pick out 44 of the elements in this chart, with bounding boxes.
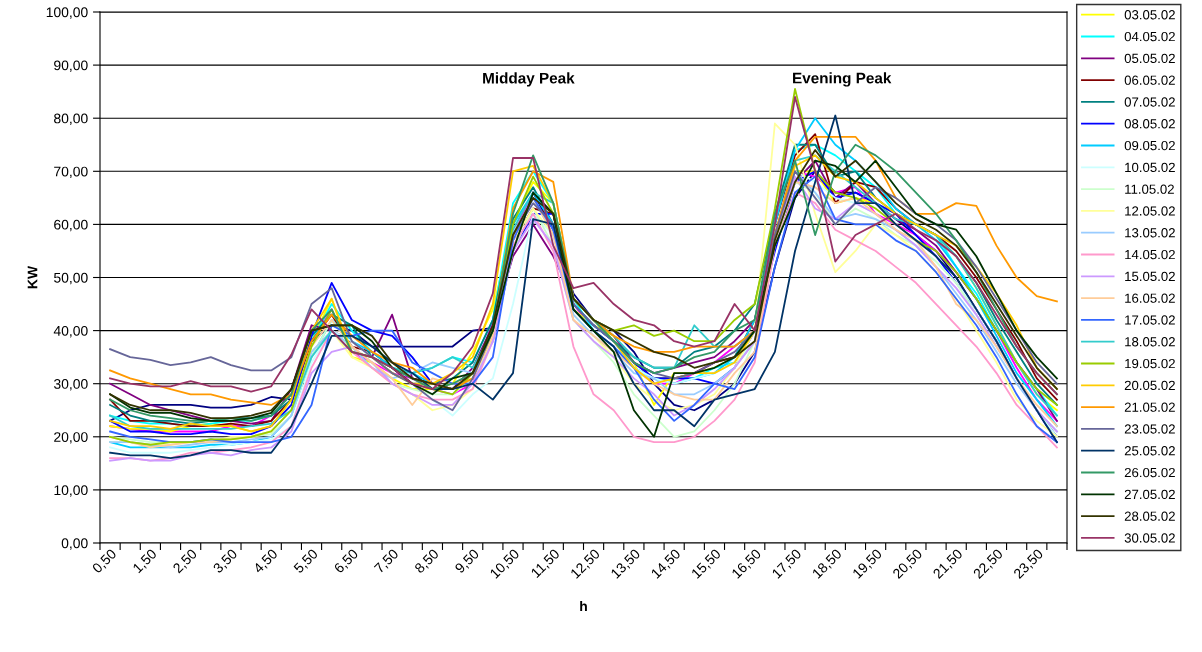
legend-label: 12.05.02 <box>1125 206 1175 216</box>
annotation: Evening Peak <box>793 72 892 87</box>
legend-label: 13.05.02 <box>1125 228 1175 238</box>
legend-label: 27.05.02 <box>1124 489 1175 500</box>
legend-label: 28.05.02 <box>1124 511 1175 521</box>
y-tick-label: 10,00 <box>54 485 88 497</box>
legend-label: 11.05.02 <box>1125 184 1174 194</box>
y-tick-label: 80,00 <box>54 113 88 126</box>
y-tick-label: 50,00 <box>54 272 88 285</box>
x-tick-label: 6,50 <box>333 548 360 575</box>
legend-label: 21.05.02 <box>1124 402 1175 412</box>
y-tick-label: 30,00 <box>53 379 88 391</box>
x-tick-label: 4,50 <box>252 548 280 575</box>
legend-label: 14.05.02 <box>1125 249 1175 260</box>
legend-label: 10.05.02 <box>1125 162 1175 173</box>
y-tick-label: 70,00 <box>54 166 88 179</box>
y-tick-label: 60,00 <box>54 219 88 232</box>
legend-label: 20.05.02 <box>1124 380 1175 391</box>
legend-label: 18.05.02 <box>1125 337 1175 347</box>
legend-label: 19.05.02 <box>1125 358 1175 369</box>
legend-label: 05.05.02 <box>1124 53 1175 64</box>
legend-label: 09.05.02 <box>1124 140 1175 151</box>
legend-label: 17.05.02 <box>1125 315 1175 325</box>
legend-label: 06.05.02 <box>1124 75 1175 85</box>
legend-label: 23.05.02 <box>1124 424 1175 434</box>
legend-label: 25.05.02 <box>1124 446 1175 456</box>
legend-label: 26.05.02 <box>1124 467 1175 478</box>
y-tick-label: 40,00 <box>53 325 88 338</box>
legend-label: 16.05.02 <box>1125 293 1175 303</box>
x-tick-label: 7,50 <box>373 548 401 575</box>
x-axis-title: h <box>580 600 587 611</box>
y-axis-title: KW <box>27 265 38 289</box>
legend-label: 30.05.02 <box>1124 533 1175 543</box>
legend-label: 08.05.02 <box>1124 119 1175 129</box>
y-tick-label: 90,00 <box>54 60 88 72</box>
y-tick-label: 100,00 <box>46 7 88 19</box>
annotation: Midday Peak <box>483 72 575 87</box>
legend-label: 04.05.02 <box>1124 31 1175 42</box>
legend-label: 07.05.02 <box>1124 97 1175 107</box>
legend-label: 03.05.02 <box>1124 10 1175 20</box>
y-tick-label: 0,00 <box>61 538 88 550</box>
line-series <box>109 96 1058 396</box>
legend-label: 15.05.02 <box>1125 271 1175 282</box>
y-tick-label: 20,00 <box>54 432 88 444</box>
